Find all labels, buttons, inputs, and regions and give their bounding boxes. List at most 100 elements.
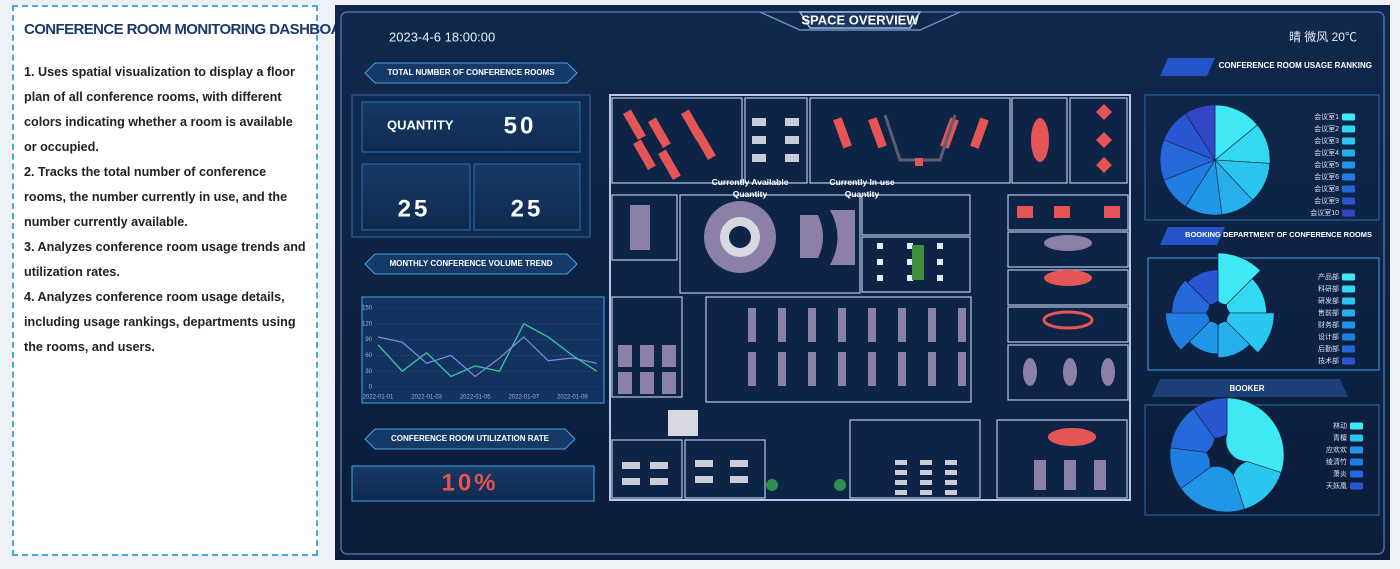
room	[1007, 194, 1129, 231]
legend-swatch	[1342, 185, 1355, 193]
legend-swatch	[1342, 161, 1355, 169]
occupied-table	[1096, 104, 1112, 120]
quantity-label: QUANTITY	[387, 117, 454, 132]
available-table	[1023, 358, 1037, 386]
section-banner	[364, 428, 576, 450]
seat	[907, 259, 913, 265]
legend-label: 会议室10	[1310, 208, 1339, 217]
legend-label: 后勤部	[1318, 344, 1339, 353]
weather: 晴 微风 20℃	[1289, 30, 1357, 44]
occupied-table	[648, 117, 671, 148]
occupied-table	[868, 117, 887, 149]
seat	[937, 243, 943, 249]
available-table	[1044, 235, 1092, 251]
desk	[920, 490, 932, 495]
desk	[895, 480, 907, 485]
legend-label: 应欢欢	[1326, 445, 1347, 454]
x-tick-label: 2022-01-01	[363, 395, 394, 401]
legend-swatch	[1350, 470, 1363, 478]
available-table	[808, 308, 816, 342]
available-table	[1063, 358, 1077, 386]
section-banner	[364, 253, 578, 275]
available-table	[1094, 460, 1106, 490]
occupied-table	[915, 158, 923, 166]
trend-box	[361, 296, 605, 404]
available-table	[928, 352, 936, 386]
legend-swatch	[1342, 149, 1355, 157]
room	[861, 236, 971, 293]
room	[1011, 97, 1068, 184]
available-table	[1101, 358, 1115, 386]
chair	[752, 154, 766, 162]
occupied-table	[623, 109, 646, 140]
available-table	[898, 352, 906, 386]
legend-label: 会议室4	[1314, 148, 1339, 157]
section-banner	[364, 62, 578, 84]
dashboard: SPACE OVERVIEW 2023-4-6 18:00:00 晴 微风 20…	[335, 5, 1390, 560]
available-table	[838, 308, 846, 342]
header-stripes	[1160, 227, 1225, 245]
legend-swatch	[1342, 297, 1355, 305]
available-table	[1034, 460, 1046, 490]
title-badge	[798, 11, 922, 29]
right-charts: 会议室1 会议室2 会议室3 会议室4 会议室5 会议室6 会议室8 会议室9 会议室10 产品部…	[1159, 104, 1363, 513]
available-table	[868, 352, 876, 386]
available-table	[808, 352, 816, 386]
desk	[895, 470, 907, 475]
legend-swatch	[1342, 197, 1355, 205]
chair	[785, 136, 799, 144]
occupied-table	[1017, 206, 1033, 218]
legend-label: 会议室9	[1314, 196, 1339, 205]
y-tick-label: 90	[365, 337, 372, 343]
legend-swatch	[1342, 273, 1355, 281]
available-table	[928, 308, 936, 342]
rose-slice	[1226, 312, 1275, 354]
utilization-rate: 10%	[441, 469, 498, 496]
section-title: CONFERENCE ROOM UTILIZATION RATE	[391, 434, 550, 443]
occupied-table	[693, 129, 716, 160]
legend-label: 产品部	[1318, 272, 1339, 281]
legend-swatch	[1342, 125, 1355, 133]
legend-label: 会议室1	[1314, 112, 1339, 121]
y-tick-label: 0	[369, 385, 373, 391]
rose-slice	[1187, 269, 1219, 305]
legend-label: 售前部	[1318, 308, 1339, 317]
desk	[895, 490, 907, 495]
desk	[695, 476, 713, 483]
trend-chart: 0 30 60 90 120 150 2022-01-01 2022-01-03 2022-01…	[362, 306, 600, 401]
seat	[907, 275, 913, 281]
rose-slice	[1217, 252, 1261, 305]
desk	[650, 478, 668, 485]
room	[996, 419, 1128, 499]
occupied-table	[1044, 270, 1092, 286]
occupied-table	[833, 117, 852, 149]
occupied-table	[1096, 157, 1112, 173]
legend-swatch	[1342, 357, 1355, 365]
legend-label: 会议室5	[1314, 160, 1339, 169]
legend-label: 财务部	[1318, 320, 1339, 329]
room	[1007, 231, 1129, 268]
description-item: 3. Analyzes conference room usage trends…	[24, 240, 306, 279]
room	[1007, 306, 1129, 343]
available-table	[662, 372, 676, 394]
seat	[937, 259, 943, 265]
available-table	[630, 205, 650, 250]
in-use-label: Currently In-use Quantity	[829, 177, 895, 199]
plant	[766, 479, 778, 491]
desk	[920, 460, 932, 465]
legend-swatch	[1342, 137, 1355, 145]
occupied-table	[1104, 206, 1120, 218]
desk	[695, 460, 713, 467]
available-box	[361, 163, 471, 231]
desk	[945, 470, 957, 475]
seat	[877, 259, 883, 265]
legend-swatch	[1342, 209, 1355, 217]
rose-slice	[1217, 321, 1251, 358]
legend-label: 研发部	[1318, 296, 1339, 305]
room	[684, 439, 766, 499]
room	[809, 97, 1011, 184]
legend-swatch	[1342, 285, 1355, 293]
desk	[622, 478, 640, 485]
legend-label: 技术部	[1318, 356, 1339, 365]
x-tick-label: 2022-01-03	[411, 395, 442, 401]
